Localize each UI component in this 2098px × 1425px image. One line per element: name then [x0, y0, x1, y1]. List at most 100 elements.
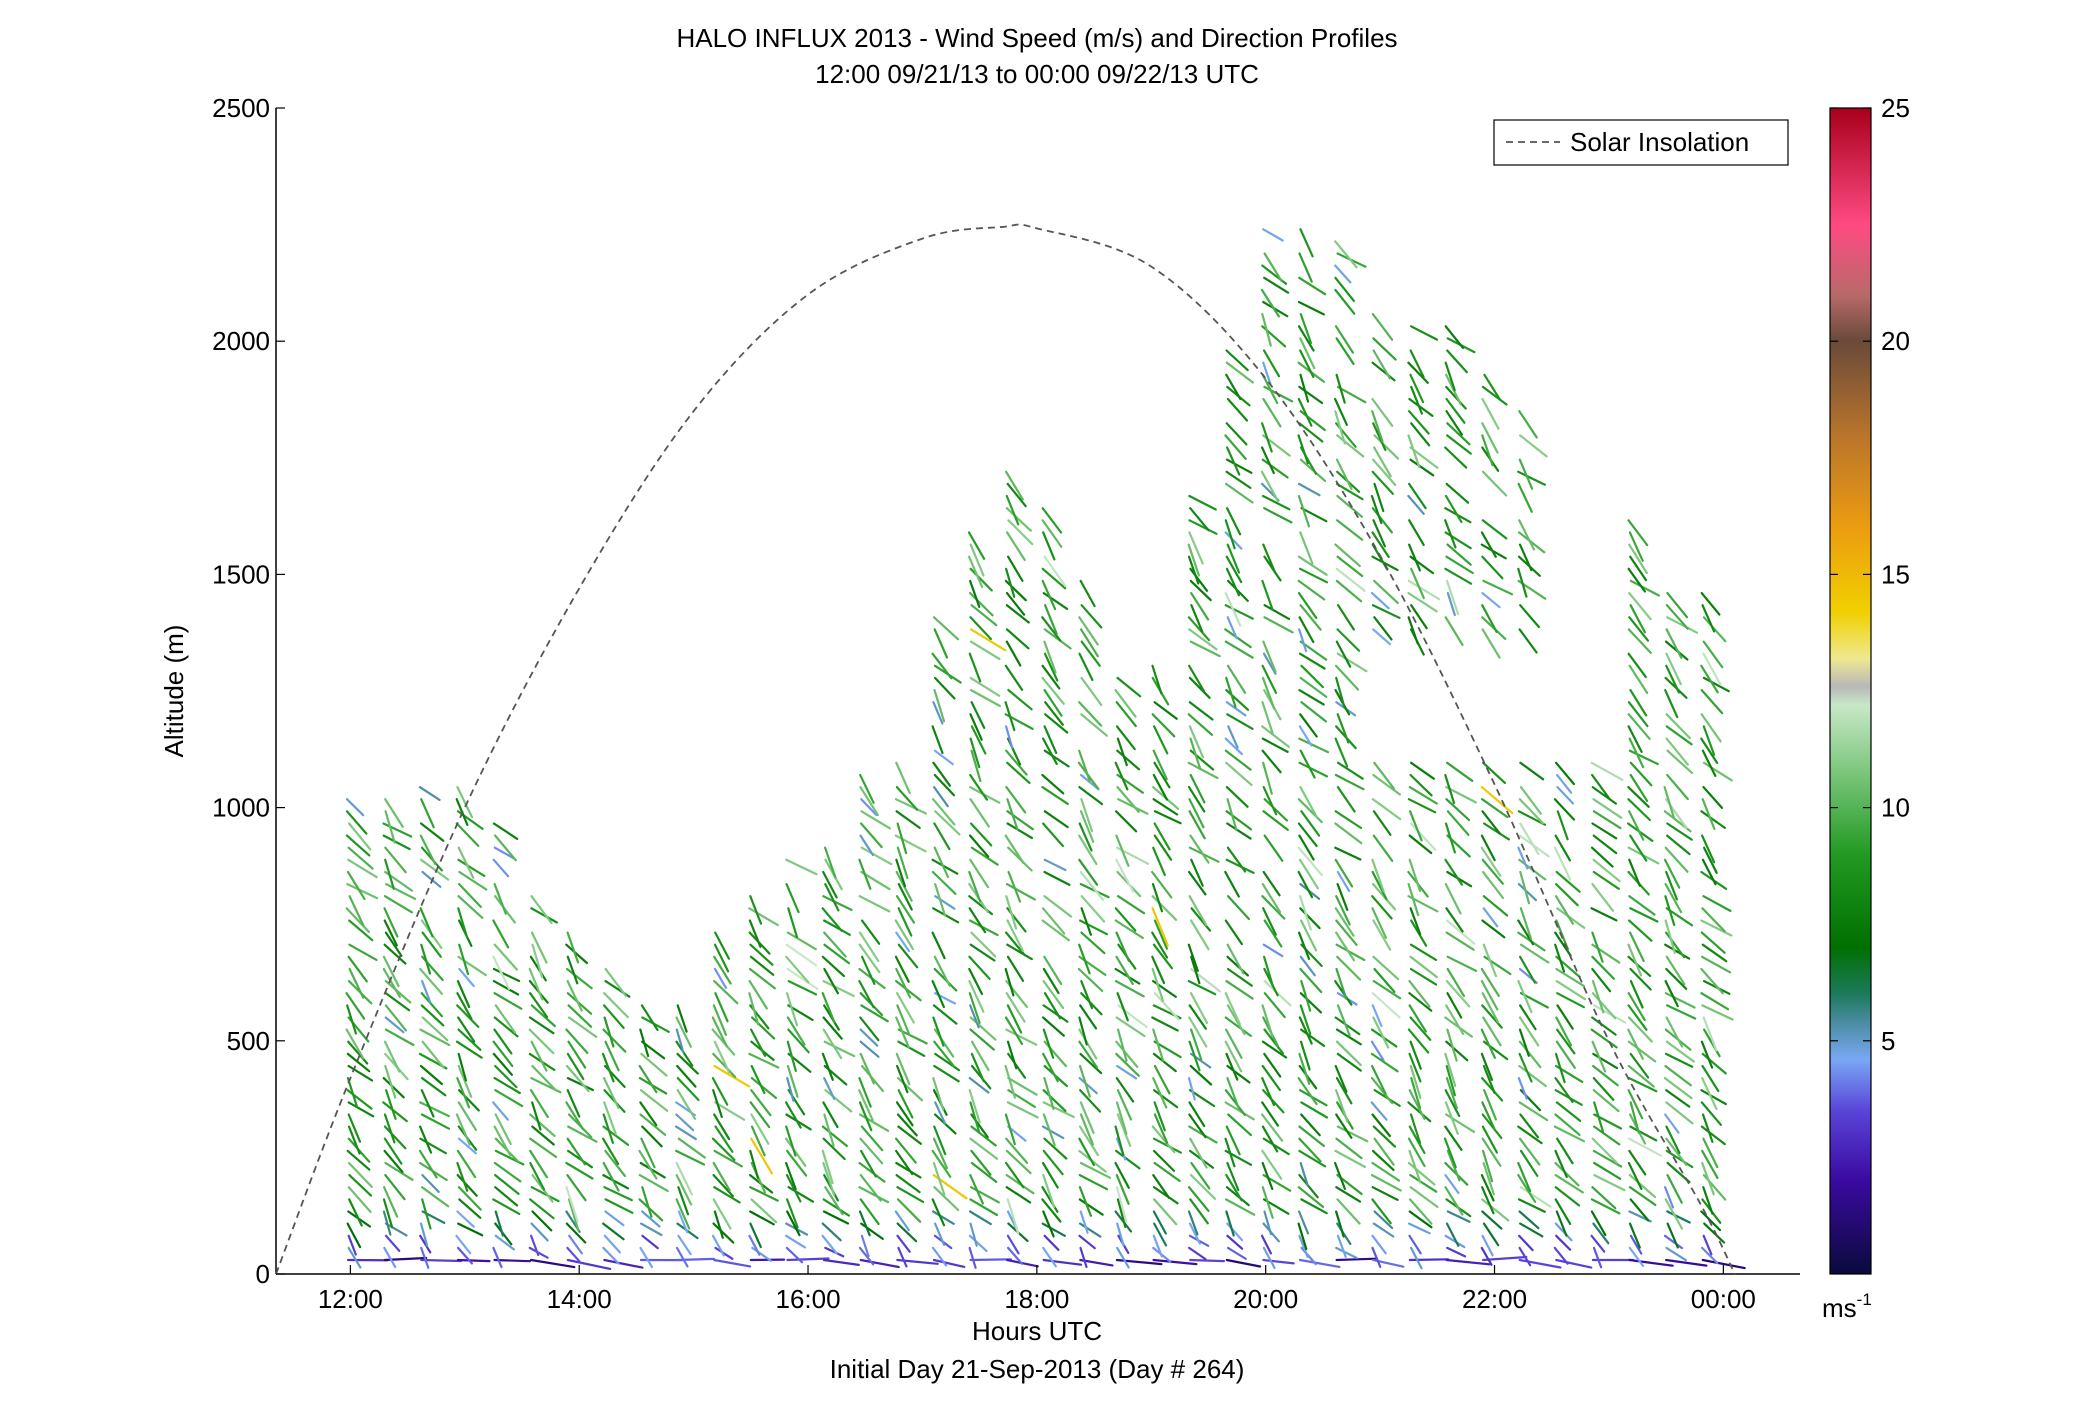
- wind-barb: [1007, 870, 1022, 903]
- wind-barb: [750, 1076, 778, 1100]
- wind-barb: [933, 1125, 947, 1156]
- wind-barb: [931, 1149, 952, 1179]
- wind-barb: [1335, 1113, 1353, 1139]
- wind-barb: [1153, 822, 1171, 851]
- wind-barb: [1004, 1016, 1024, 1046]
- colorbar-tick-label: 25: [1881, 93, 1910, 123]
- wind-barb: [1446, 1246, 1467, 1258]
- wind-barb: [933, 676, 956, 700]
- wind-barb: [1372, 834, 1394, 863]
- wind-barb: [1262, 870, 1281, 897]
- wind-barb: [1153, 992, 1180, 1021]
- colorbar-unit: ms-1: [1822, 1290, 1872, 1323]
- wind-barb: [347, 1125, 361, 1155]
- wind-barb: [1225, 349, 1249, 372]
- wind-barb: [1042, 591, 1069, 611]
- wind-barb: [421, 1198, 432, 1230]
- wind-barb: [1152, 943, 1174, 970]
- wind-barb: [970, 846, 999, 866]
- wind-barb: [1224, 628, 1252, 649]
- wind-barb: [1334, 858, 1354, 888]
- wind-barb: [1078, 822, 1093, 852]
- wind-barb: [1334, 1064, 1348, 1093]
- wind-barb: [1151, 931, 1169, 959]
- wind-barb: [1299, 604, 1322, 631]
- wind-barb: [1336, 1052, 1362, 1072]
- wind-barb: [932, 1161, 946, 1196]
- wind-barb: [1263, 507, 1293, 524]
- wind-barb: [1482, 822, 1511, 841]
- wind-barb: [895, 761, 911, 795]
- wind-barb: [1519, 604, 1541, 629]
- wind-barb: [1629, 834, 1648, 862]
- wind-barb: [1006, 955, 1025, 982]
- wind-barb: [1263, 616, 1294, 634]
- wind-barb: [1372, 955, 1400, 981]
- wind-barb: [932, 785, 949, 808]
- wind-barb: [529, 1234, 540, 1257]
- wind-barb: [1407, 1222, 1431, 1235]
- wind-barb: [1480, 1246, 1493, 1266]
- wind-barb: [566, 979, 583, 1012]
- wind-barb: [1153, 1161, 1181, 1183]
- wind-barb: [1700, 919, 1733, 937]
- wind-barb: [346, 1052, 371, 1073]
- wind-barb: [1227, 1113, 1253, 1137]
- wind-barb: [528, 1198, 555, 1220]
- wind-barb: [784, 1137, 807, 1167]
- wind-barb: [822, 919, 851, 936]
- wind-barb: [1409, 967, 1438, 986]
- wind-barb: [1445, 1004, 1465, 1036]
- wind-barb: [1663, 1186, 1675, 1209]
- wind-barb: [1261, 1149, 1283, 1180]
- wind-barb: [1116, 1246, 1130, 1269]
- wind-barb: [1335, 519, 1364, 541]
- wind-barb: [677, 1234, 692, 1256]
- wind-barb: [785, 1246, 804, 1264]
- wind-barb: [1005, 507, 1032, 532]
- wind-barb: [1116, 1028, 1128, 1062]
- wind-barb: [603, 1101, 617, 1136]
- wind-barb: [750, 1089, 772, 1117]
- wind-barb: [1261, 494, 1291, 511]
- wind-barb: [1555, 967, 1586, 988]
- wind-barb: [1114, 810, 1138, 833]
- wind-barb: [421, 1016, 449, 1042]
- wind-barb: [1298, 567, 1329, 584]
- wind-barb: [860, 846, 893, 866]
- wind-barb: [1664, 979, 1679, 1008]
- wind-barb: [1078, 1076, 1098, 1095]
- wind-barb: [1407, 543, 1422, 572]
- wind-barb: [858, 1161, 886, 1183]
- wind-barb: [1080, 895, 1106, 923]
- wind-barb: [1263, 276, 1290, 294]
- wind-barb: [640, 1137, 656, 1169]
- wind-barb: [895, 992, 915, 1024]
- colorbar-tick-label: 5: [1881, 1026, 1895, 1056]
- wind-barb: [602, 1076, 620, 1109]
- wind-barb: [968, 870, 982, 903]
- wind-barb: [1407, 410, 1430, 435]
- wind-barb: [1409, 943, 1438, 962]
- wind-barb: [931, 1210, 955, 1225]
- wind-barb: [1666, 749, 1694, 775]
- wind-barb: [382, 1210, 392, 1236]
- wind-barb: [1298, 652, 1326, 670]
- wind-barb: [784, 1161, 797, 1191]
- wind-barb: [1700, 1125, 1726, 1146]
- wind-barb: [711, 1076, 729, 1106]
- wind-barb: [1080, 604, 1103, 629]
- wind-barb: [1627, 1028, 1644, 1060]
- wind-barb: [1187, 943, 1199, 972]
- wind-barb: [1225, 470, 1252, 489]
- wind-barb: [1005, 1028, 1038, 1046]
- wind-barb: [1225, 567, 1241, 597]
- wind-barb: [968, 992, 981, 1024]
- wind-barb: [1079, 1210, 1089, 1234]
- wind-barb: [1225, 458, 1253, 474]
- wind-barb: [1592, 1149, 1623, 1168]
- wind-barb: [1300, 1101, 1329, 1119]
- wind-barb: [749, 943, 774, 966]
- wind-barb: [1556, 1004, 1574, 1030]
- wind-barb: [1554, 1173, 1585, 1194]
